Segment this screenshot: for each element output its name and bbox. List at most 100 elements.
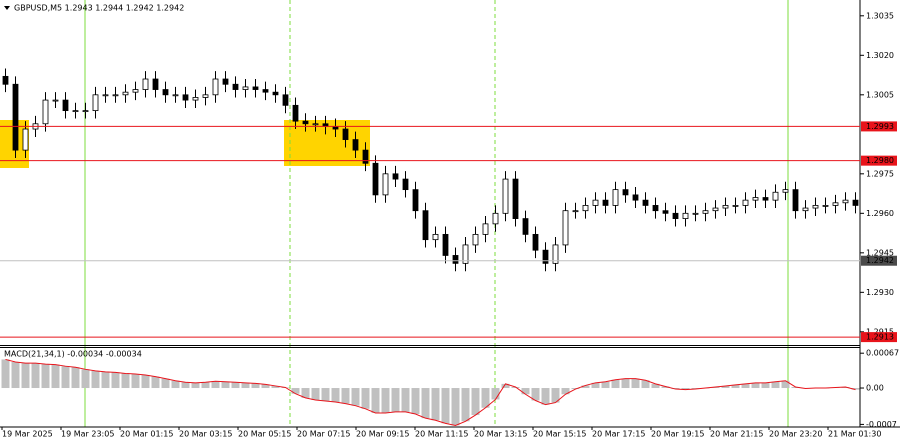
macd-bar bbox=[661, 386, 670, 389]
macd-bar bbox=[111, 372, 120, 389]
level-label: 1.2993 bbox=[866, 122, 894, 131]
macd-bar bbox=[301, 388, 310, 398]
candle-body bbox=[462, 244, 469, 264]
y-tick-label: 1.2915 bbox=[866, 327, 894, 336]
candle-body bbox=[432, 233, 439, 241]
candle-body bbox=[442, 233, 449, 256]
macd-bar bbox=[581, 385, 590, 389]
candle-body bbox=[672, 212, 679, 219]
macd-bar bbox=[381, 388, 390, 413]
candle-body bbox=[762, 197, 769, 201]
macd-bar bbox=[481, 388, 490, 408]
menu-arrow bbox=[4, 6, 10, 10]
macd-bar bbox=[171, 380, 180, 389]
macd-bar bbox=[621, 378, 630, 389]
macd-bar bbox=[61, 366, 70, 389]
macd-bar bbox=[561, 388, 570, 395]
x-tick-label: 20 Mar 21:15 bbox=[710, 430, 763, 439]
macd-bar bbox=[351, 388, 360, 406]
candle-body bbox=[392, 173, 399, 180]
macd-bar bbox=[471, 388, 480, 416]
y-tick-label: 1.2945 bbox=[866, 248, 894, 257]
macd-bar bbox=[761, 382, 770, 389]
macd-bar bbox=[741, 383, 750, 389]
y-tick-label: 1.2975 bbox=[866, 169, 894, 178]
macd-bar bbox=[541, 388, 550, 405]
candle-body bbox=[552, 244, 559, 264]
candle-body bbox=[522, 218, 529, 235]
candle-body bbox=[592, 199, 599, 206]
macd-bar bbox=[431, 388, 440, 421]
macd-bar bbox=[641, 380, 650, 389]
x-tick-label: 20 Mar 19:15 bbox=[651, 430, 704, 439]
candle-body bbox=[802, 207, 809, 212]
x-tick-label: 20 Mar 05:15 bbox=[238, 430, 291, 439]
macd-bar bbox=[371, 388, 380, 413]
macd-bar bbox=[321, 388, 330, 402]
candle-body bbox=[142, 78, 149, 90]
macd-bar bbox=[411, 388, 420, 415]
candle-body bbox=[722, 205, 729, 209]
candle-body bbox=[112, 94, 119, 97]
x-tick-label: 20 Mar 23:20 bbox=[769, 430, 822, 439]
candle-body bbox=[252, 86, 259, 90]
macd-bar bbox=[191, 382, 200, 389]
candle-body bbox=[532, 233, 539, 251]
candle-body bbox=[452, 255, 459, 264]
macd-bar bbox=[11, 362, 20, 389]
candle-body bbox=[2, 75, 9, 85]
macd-bar bbox=[651, 383, 660, 389]
candle-body bbox=[752, 197, 759, 201]
macd-bar bbox=[31, 363, 40, 389]
candle-body bbox=[512, 178, 519, 219]
candle-body bbox=[602, 199, 609, 206]
macd-bar bbox=[1, 359, 10, 389]
x-tick-label: 19 Mar 2025 bbox=[2, 430, 53, 439]
macd-bar bbox=[341, 388, 350, 404]
candle-body bbox=[742, 199, 749, 206]
candle-body bbox=[482, 223, 489, 235]
y2-tick-label: -0.0007 bbox=[866, 420, 897, 429]
candle-body bbox=[162, 89, 169, 96]
macd-bar bbox=[291, 388, 300, 394]
candle-body bbox=[42, 99, 49, 125]
y-tick-label: 1.2960 bbox=[866, 209, 894, 218]
candle-body bbox=[182, 94, 189, 101]
macd-bar bbox=[721, 385, 730, 389]
macd-bar bbox=[631, 378, 640, 389]
macd-bar bbox=[531, 388, 540, 401]
candle-body bbox=[292, 104, 299, 122]
macd-bar bbox=[501, 383, 510, 389]
candle-body bbox=[222, 78, 229, 85]
macd-bar bbox=[591, 382, 600, 389]
macd-bar bbox=[731, 384, 740, 389]
macd-bar bbox=[51, 364, 60, 389]
x-tick-label: 20 Mar 11:15 bbox=[415, 430, 468, 439]
macd-bar bbox=[791, 386, 800, 389]
macd-bar bbox=[211, 381, 220, 389]
candle-body bbox=[692, 212, 699, 215]
candle-body bbox=[192, 97, 199, 101]
candle-body bbox=[732, 205, 739, 207]
candle-body bbox=[232, 83, 239, 90]
candle-body bbox=[202, 94, 209, 98]
y-tick-label: 1.2930 bbox=[866, 288, 894, 297]
candle-body bbox=[52, 99, 59, 102]
macd-bar bbox=[451, 388, 460, 426]
y-tick-label: 1.3035 bbox=[866, 11, 894, 20]
candle-body bbox=[92, 94, 99, 112]
candle-body bbox=[362, 149, 369, 164]
level-label-box bbox=[861, 332, 897, 343]
candle-body bbox=[682, 212, 689, 219]
candle-body bbox=[702, 210, 709, 214]
candle-body bbox=[302, 120, 309, 125]
level-label-box bbox=[861, 255, 897, 266]
macd-bar bbox=[121, 373, 130, 389]
candle-body bbox=[242, 86, 249, 90]
macd-bar bbox=[851, 388, 860, 390]
candle-body bbox=[542, 249, 549, 264]
macd-bar bbox=[771, 381, 780, 389]
macd-bar bbox=[781, 380, 790, 389]
level-label-box bbox=[861, 121, 897, 132]
candle-body bbox=[62, 99, 69, 112]
